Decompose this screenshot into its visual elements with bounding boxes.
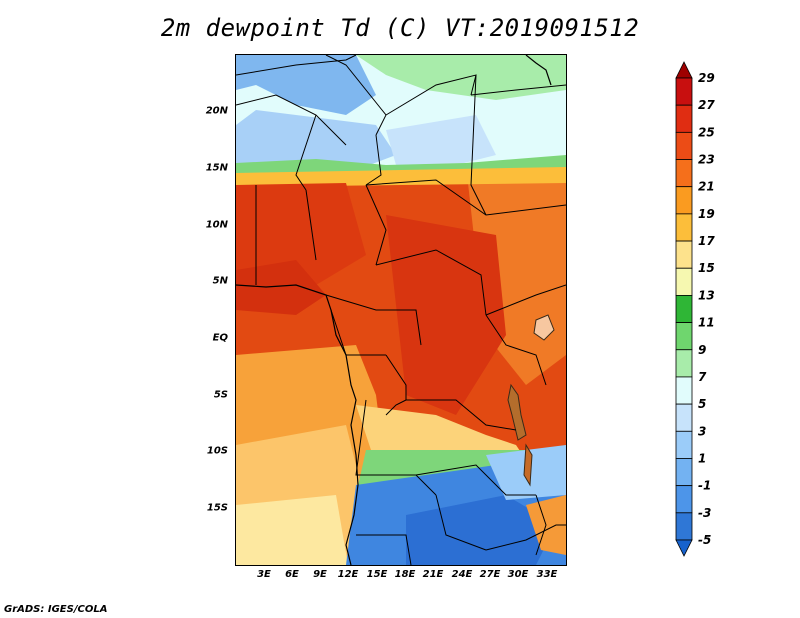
colorbar-swatch xyxy=(675,186,693,215)
colorbar-swatch xyxy=(675,159,693,188)
colorbar-level-label: 21 xyxy=(698,180,715,194)
lat-label-15s: 15S xyxy=(206,502,228,514)
lon-label-15e: 15E xyxy=(366,569,388,580)
lat-label-20n: 20N xyxy=(205,105,228,117)
colorbar-level-label: 19 xyxy=(698,207,715,221)
colorbar-swatch xyxy=(675,267,693,296)
field-red-west xyxy=(236,183,366,285)
colorbar-swatch xyxy=(675,131,693,160)
colorbar-swatch xyxy=(675,403,693,432)
lon-label-24e: 24E xyxy=(451,569,473,580)
field-green-north xyxy=(356,55,566,100)
coastlines xyxy=(236,55,552,565)
colorbar-level-label: 15 xyxy=(698,261,715,275)
colorbar-bottom-arrow xyxy=(675,539,693,557)
colorbar-swatch xyxy=(675,322,693,351)
lon-label-3e: 3E xyxy=(257,569,271,580)
colorbar-swatch xyxy=(675,430,693,459)
colorbar-level-label: 29 xyxy=(698,71,715,85)
colorbar-level-label: 13 xyxy=(698,288,715,302)
lon-label-18e: 18E xyxy=(394,569,416,580)
lat-label-5s: 5S xyxy=(213,389,228,401)
colorbar-swatch xyxy=(675,77,693,106)
lat-label-10n: 10N xyxy=(205,219,228,231)
colorbar-top-arrow xyxy=(675,61,693,79)
lat-label-eq: EQ xyxy=(212,332,228,344)
grads-footer: GrADS: IGES/COLA xyxy=(4,604,108,615)
lon-label-9e: 9E xyxy=(313,569,327,580)
lat-label-15n: 15N xyxy=(205,162,228,174)
colorbar-level-label: 25 xyxy=(698,125,715,139)
field-red-coast xyxy=(236,260,326,315)
field-pale-sw xyxy=(236,495,348,565)
dewpoint-map-canvas xyxy=(236,55,566,565)
lon-label-33e: 33E xyxy=(536,569,558,580)
colorbar-level-label: 3 xyxy=(698,424,706,438)
colorbar-level-label: 27 xyxy=(698,98,715,112)
colorbar-swatch xyxy=(675,104,693,133)
colorbar-swatch xyxy=(675,376,693,405)
colorbar-level-label: -3 xyxy=(698,506,711,520)
country-borders xyxy=(236,55,566,565)
colorbar-swatch xyxy=(675,213,693,242)
colorbar-level-label: 7 xyxy=(698,370,707,384)
colorbar-level-label: 9 xyxy=(698,343,706,357)
field-yellow-sahel xyxy=(236,167,566,187)
colorbar-level-label: -1 xyxy=(698,479,711,493)
colorbar-level-label: 5 xyxy=(698,397,706,411)
lon-label-21e: 21E xyxy=(422,569,444,580)
colorbar-swatch xyxy=(675,349,693,378)
map-title: 2m dewpoint Td (C) VT:2019091512 xyxy=(160,14,640,42)
field-red-central xyxy=(386,215,506,415)
lon-label-27e: 27E xyxy=(479,569,501,580)
colorbar-swatch xyxy=(675,485,693,514)
lon-label-12e: 12E xyxy=(337,569,359,580)
lake-tanganyika xyxy=(507,383,527,441)
colorbar-swatch xyxy=(675,295,693,323)
field-deep-blue-south xyxy=(406,495,556,565)
lake-malawi xyxy=(523,443,533,487)
lat-label-10s: 10S xyxy=(206,445,228,457)
colorbar-level-label: 23 xyxy=(698,153,715,167)
colorbar-swatch xyxy=(675,240,693,269)
field-lightblue-north xyxy=(386,115,496,170)
lon-label-6e: 6E xyxy=(285,569,299,580)
colorbar-level-label: -5 xyxy=(698,533,711,547)
lat-label-5n: 5N xyxy=(212,275,228,287)
colorbar-swatches: 29 27 25 23 21 19 17 15 13 11 9 7 5 3 1 -1 -3 -5 xyxy=(675,61,715,557)
colorbar-swatch xyxy=(675,458,693,487)
field-blue-north xyxy=(236,110,396,170)
colorbar-level-label: 11 xyxy=(698,316,715,330)
colorbar-swatch xyxy=(675,512,693,541)
colorbar-level-label: 1 xyxy=(698,451,706,465)
dewpoint-map xyxy=(235,54,567,566)
lake-victoria xyxy=(533,314,555,341)
colorbar-level-label: 17 xyxy=(698,234,715,248)
field-blue-nw xyxy=(236,55,376,115)
lon-label-30e: 30E xyxy=(507,569,529,580)
